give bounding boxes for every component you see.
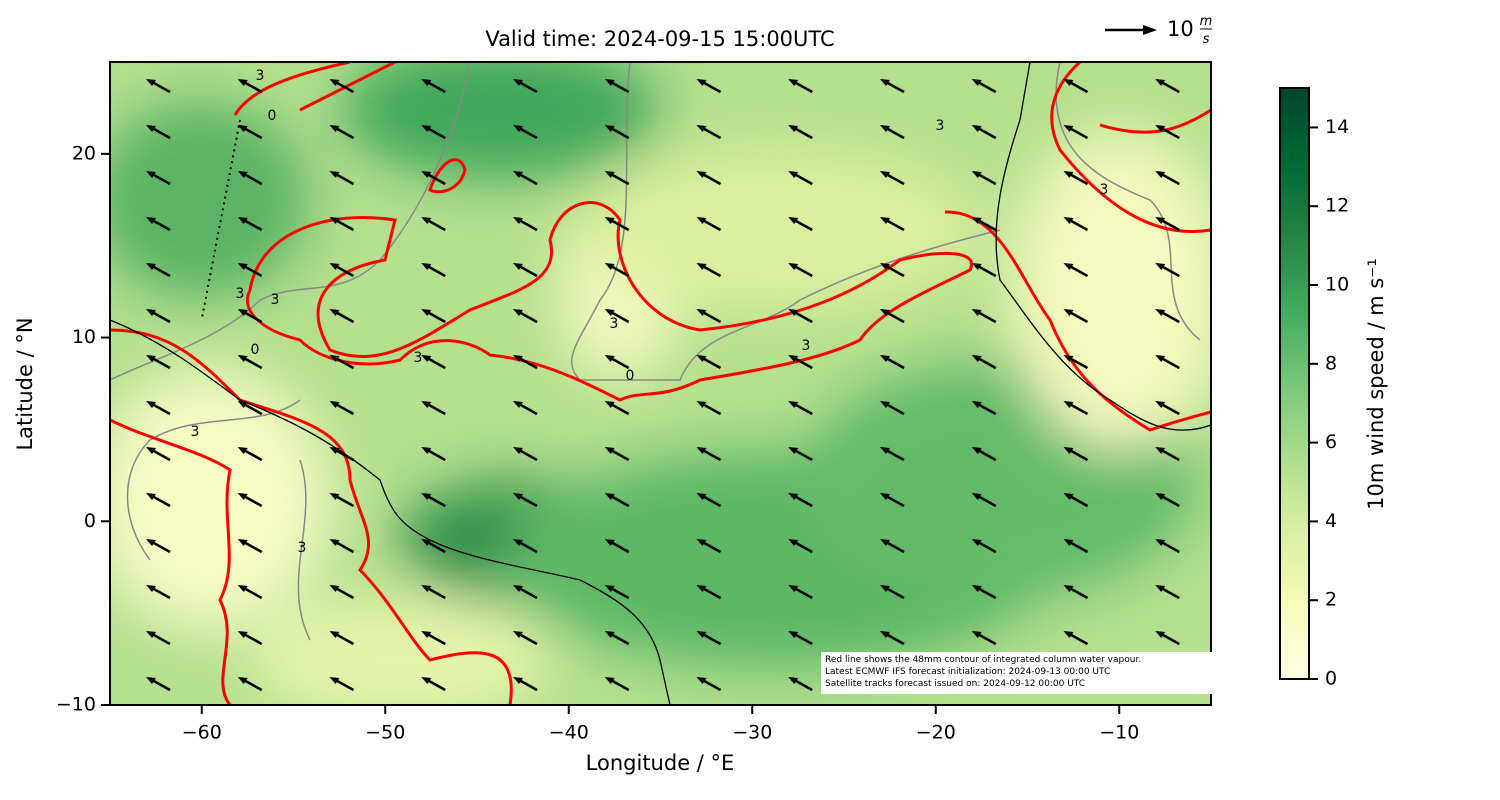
- axes: −60 −50 −40 −30 −20 −10 −10 0 10 20 0 2 4 6 8 10 12 14: [56, 116, 1349, 744]
- wind-arrows: [110, 62, 1211, 705]
- map-area: 3 3 3 3 3 3 3 3 3 3 0 0 0: [110, 62, 1211, 705]
- y-tick-label: 0: [84, 510, 96, 532]
- contour-label: 0: [251, 342, 260, 358]
- colorbar-tick-label: 6: [1325, 431, 1337, 453]
- colorbar: [1279, 87, 1310, 680]
- contour-label: 3: [802, 338, 811, 354]
- plot-frame: [109, 61, 1212, 706]
- colorbar-tick-label: 0: [1325, 668, 1337, 690]
- colorbar-tick-label: 4: [1325, 510, 1337, 532]
- x-axis-label: Longitude / °E: [586, 751, 735, 775]
- colorbar-tick-label: 10: [1325, 274, 1349, 296]
- key-label: 10: [1167, 17, 1194, 41]
- key-arrowhead: [1143, 25, 1157, 35]
- contour-label: 3: [271, 292, 280, 308]
- contour-label: 3: [256, 68, 265, 84]
- colorbar-tick-label: 8: [1325, 352, 1337, 374]
- x-tick-label: −20: [916, 722, 956, 744]
- x-tick-label: −10: [1099, 722, 1139, 744]
- x-tick-label: −40: [549, 722, 589, 744]
- y-tick-label: 20: [72, 142, 96, 164]
- contour-labels: 3 3 3 3 3 3 3 3 3 3 0 0 0: [191, 68, 1109, 556]
- key-unit: s: [1203, 32, 1210, 47]
- note-line: Red line shows the 48mm contour of integ…: [825, 655, 1141, 665]
- y-tick-label: −10: [56, 694, 96, 716]
- y-axis-label: Latitude / °N: [13, 317, 37, 450]
- chart-title: Valid time: 2024-09-15 15:00UTC: [485, 27, 834, 51]
- contour-label: 3: [936, 118, 945, 134]
- x-tick-label: −60: [182, 722, 222, 744]
- y-tick-label: 10: [72, 326, 96, 348]
- contour-label: 3: [298, 540, 307, 556]
- x-tick-label: −50: [365, 722, 405, 744]
- note-box: Red line shows the 48mm contour of integ…: [821, 652, 1215, 694]
- contour-label: 0: [268, 108, 277, 124]
- contour-label: 3: [1100, 182, 1109, 198]
- note-background: [821, 652, 1215, 694]
- note-line: Latest ECMWF IFS forecast initialization…: [825, 667, 1110, 677]
- colorbar-tick-label: 14: [1325, 116, 1349, 138]
- colorbar-tick-label: 12: [1325, 195, 1349, 217]
- quiver-key: 10 m s: [1105, 14, 1212, 47]
- note-line: Satellite tracks forecast issued on: 202…: [825, 679, 1085, 689]
- x-tick-label: −30: [732, 722, 772, 744]
- colorbar-tick-label: 2: [1325, 589, 1337, 611]
- contour-label: 3: [191, 424, 200, 440]
- key-unit: m: [1200, 14, 1213, 29]
- contour-label: 0: [626, 368, 635, 384]
- contour-label: 3: [414, 350, 423, 366]
- colorbar-label: 10m wind speed / m s⁻¹: [1364, 258, 1388, 510]
- contour-label: 3: [236, 286, 245, 302]
- contour-label: 3: [610, 316, 619, 332]
